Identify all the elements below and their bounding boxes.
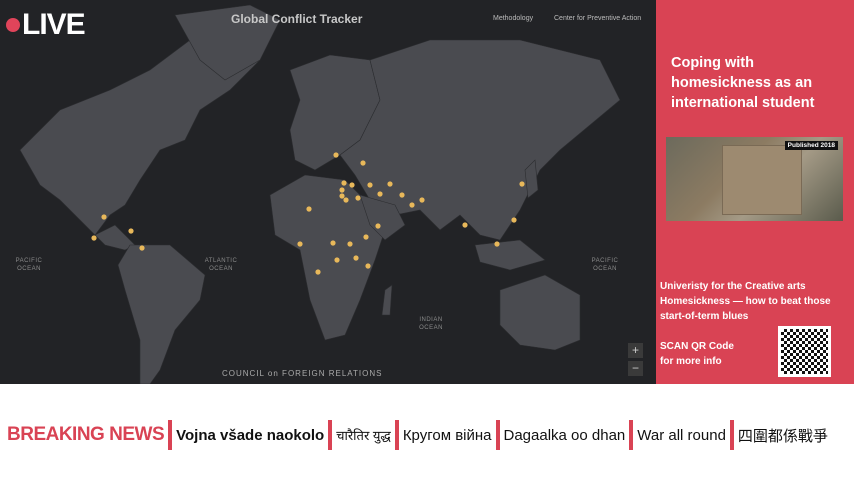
conflict-marker[interactable] [128,228,134,234]
ad-panel: Coping with homesickness as an internati… [656,0,854,384]
conflict-marker[interactable] [306,206,312,212]
subtitle-line: start-of-term blues [660,311,749,322]
conflict-marker[interactable] [101,214,107,220]
zoom-out-button[interactable]: − [628,361,643,376]
conflict-marker[interactable] [365,263,371,269]
subtitle-line: Homesickness — how to beat those [660,296,831,307]
conflict-marker[interactable] [519,181,525,187]
ocean-label: PACIFIC OCEAN [591,258,619,272]
conflict-marker[interactable] [347,241,353,247]
separator [168,420,173,450]
asia [339,39,621,241]
ticker-item: चारैतिर युद्ध [336,428,391,443]
methodology-link[interactable]: Methodology [493,15,534,22]
conflict-marker[interactable] [315,269,321,275]
live-indicator: LIVE [6,8,86,42]
conflict-marker[interactable] [409,202,415,208]
conflict-marker[interactable] [353,255,359,261]
conflict-marker[interactable] [387,181,393,187]
published-badge: Published 2018 [784,141,838,150]
separator [328,420,333,450]
conflict-marker[interactable] [377,191,383,197]
conflict-marker[interactable] [339,193,345,199]
conflict-marker[interactable] [355,195,361,201]
conflict-marker[interactable] [419,197,425,203]
cfr-logo: COUNCIL on FOREIGN RELATIONS [222,369,383,378]
se-asia-islands [474,239,546,271]
ticker-item: Кругом війна [402,426,492,444]
separator [729,420,734,450]
greenland [174,4,281,81]
conflict-marker[interactable] [375,223,381,229]
conflict-marker[interactable] [297,241,303,247]
ticker-item: Vojna všade naokolo [176,426,325,444]
separator [495,420,500,450]
live-label: LIVE [22,8,86,41]
conflict-marker[interactable] [139,245,145,251]
conflict-marker[interactable] [363,234,369,240]
collapsed-building-photo: Published 2018 [666,137,843,221]
ocean-label: ATLANTIC OCEAN [204,258,238,272]
madagascar [381,284,393,316]
japan [524,159,539,199]
separator [629,420,634,450]
ticker-item: War all round [637,426,726,444]
conflict-marker[interactable] [339,187,345,193]
zoom-in-button[interactable]: + [628,343,643,358]
conflict-marker[interactable] [367,182,373,188]
conflict-marker[interactable] [360,160,366,166]
conflict-marker[interactable] [343,197,349,203]
ocean-label: INDIAN OCEAN [419,317,443,331]
africa [269,174,386,341]
subtitle-line: Univeristy for the Creative arts [660,281,806,292]
cpa-link[interactable]: Center for Preventive Action [554,15,642,22]
separator [394,420,399,450]
south-america [117,244,206,384]
breaking-news-label: BREAKING NEWS [7,424,165,445]
conflict-marker[interactable] [91,235,97,241]
ticker-item: Dagaalka oo dhan [503,426,626,444]
arabia [359,194,406,241]
australia [499,274,581,351]
map-title: Global Conflict Tracker [231,12,363,26]
conflict-marker[interactable] [511,217,517,223]
building-image [722,145,802,215]
north-america [19,29,261,236]
panel-subtitle: Univeristy for the Creative arts Homesic… [660,279,831,324]
conflict-map[interactable]: LIVE Global Conflict Tracker Methodology… [0,0,656,384]
conflict-marker[interactable] [334,257,340,263]
conflict-marker[interactable] [462,222,468,228]
conflict-marker[interactable] [330,240,336,246]
ticker-item: 四圍都係戰爭 [737,427,828,445]
conflict-marker[interactable] [399,192,405,198]
world-map [19,4,621,384]
conflict-marker[interactable] [349,182,355,188]
conflict-marker[interactable] [341,180,347,186]
conflict-marker[interactable] [333,152,339,158]
news-ticker: BREAKING NEWS Vojna všade naokolo चारैति… [0,420,854,450]
conflict-marker[interactable] [494,241,500,247]
scan-text: SCAN QR Code for more info [660,339,734,369]
scan-line: SCAN QR Code [660,341,734,352]
live-dot-icon [6,18,20,32]
scan-line: for more info [660,356,722,367]
panel-title[interactable]: Coping with homesickness as an internati… [671,55,815,111]
qr-code[interactable] [778,326,831,377]
ocean-label: PACIFIC OCEAN [15,258,43,272]
